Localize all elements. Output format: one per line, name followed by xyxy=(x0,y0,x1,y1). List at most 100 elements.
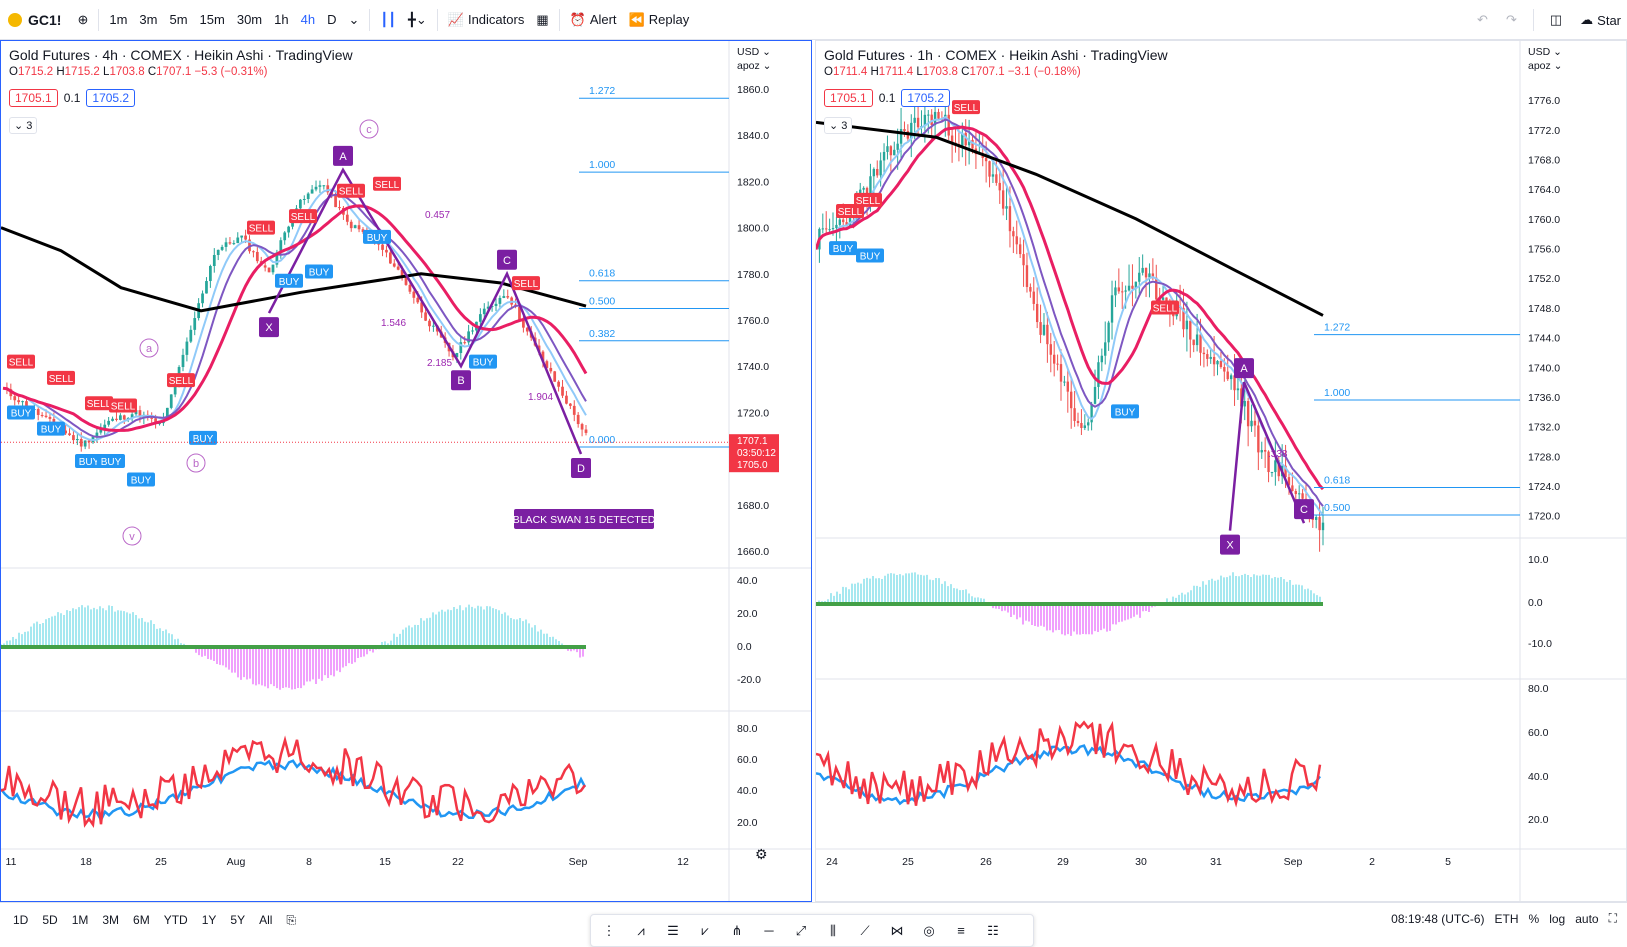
range-6m[interactable]: 6M xyxy=(133,913,150,927)
candle-body xyxy=(338,207,341,209)
log-toggle[interactable]: log xyxy=(1549,911,1566,926)
indicators-collapse-toggle[interactable]: ⌄ 3 xyxy=(824,117,853,134)
candle-body xyxy=(1063,381,1066,383)
gann-box-icon[interactable]: ⫼ xyxy=(830,922,836,938)
candle-body xyxy=(189,329,193,342)
candle-style-icon[interactable]: ╋⌄ xyxy=(408,11,427,27)
xabcd-pattern-icon[interactable]: ⩘ xyxy=(637,922,645,938)
candle-body xyxy=(1236,388,1240,391)
wave-circle xyxy=(139,338,159,358)
ohlc-values: O1711.4 H1711.4 L1703.8 C1707.1 −3.1 (−0… xyxy=(824,66,1081,78)
alert-button[interactable]: ⏰ Alert xyxy=(564,8,623,32)
pitchfork-icon[interactable]: ⋔ xyxy=(731,922,743,938)
interval-d[interactable]: D xyxy=(327,12,337,27)
range-1d[interactable]: 1D xyxy=(13,913,29,927)
settings-lines-icon[interactable]: ☷ xyxy=(987,922,999,938)
replay-button[interactable]: ⏪ Replay xyxy=(623,8,696,32)
range-1y[interactable]: 1Y xyxy=(201,913,217,927)
ohlc-values: O1715.2 H1715.2 L1703.8 C1707.1 −5.3 (−0… xyxy=(9,66,268,78)
range-ytd[interactable]: YTD xyxy=(163,913,188,927)
chart-pane-right[interactable]: USD ⌄ apoz ⌄ 1776.0 1772.0 1768.0 1764.0 1760.… xyxy=(815,40,1627,902)
path-icon[interactable]: ⤢ xyxy=(795,922,807,938)
symbol-search[interactable]: GC1! xyxy=(0,12,71,28)
candle-body xyxy=(1155,277,1158,300)
interval-4h[interactable]: 4h xyxy=(300,12,316,27)
fib-spiral-icon[interactable]: ◎ xyxy=(923,922,935,938)
abcd-pattern-icon[interactable]: ⩗ xyxy=(701,922,709,938)
candle-body xyxy=(455,353,459,358)
sell-bid-button[interactable]: 1705.1 xyxy=(824,89,873,107)
range-5y[interactable]: 5Y xyxy=(230,913,246,927)
candle-body xyxy=(1110,295,1114,323)
candle-body xyxy=(314,186,318,190)
settings-gear-icon: ⚙ xyxy=(755,846,768,862)
candle-body xyxy=(1121,291,1124,293)
candle-body xyxy=(420,302,424,313)
candle-body xyxy=(889,146,893,156)
buy-ask-button[interactable]: 1705.2 xyxy=(901,89,951,107)
candle-body xyxy=(882,151,886,161)
candle-body xyxy=(21,401,24,403)
candle-body xyxy=(310,189,314,194)
compare-plus-icon[interactable]: ⊕ xyxy=(77,11,89,27)
time-axis-label: 11 xyxy=(6,856,17,868)
layout-split-icon[interactable]: ◫ xyxy=(1549,12,1563,27)
drag-handle-icon[interactable]: ⋮ xyxy=(602,922,616,938)
buy-ask-button[interactable]: 1705.2 xyxy=(86,89,136,107)
sell-signal-label: SELL xyxy=(838,207,863,218)
interval-dropdown-chevron-icon[interactable]: ⌄ xyxy=(348,11,360,27)
candle-body xyxy=(835,224,838,229)
fib-retracement-icon[interactable]: ☰ xyxy=(667,922,679,938)
candle-body xyxy=(64,430,67,434)
templates-grid-icon[interactable]: ▦ xyxy=(536,11,549,27)
fullscreen-icon[interactable]: ⛶ xyxy=(1608,911,1617,925)
range-5d[interactable]: 5D xyxy=(42,913,58,927)
bar-style-icon[interactable]: ┃┃ xyxy=(380,11,397,27)
osc-tick-label: 10.0 xyxy=(1528,554,1549,566)
trend-line-icon[interactable]: ⟋ xyxy=(860,922,870,938)
chart-pane-left[interactable]: USD ⌄ apoz ⌄ 1860.0 1840.0 1820.0 1800.0 1780.… xyxy=(0,40,812,902)
candle-body xyxy=(486,306,490,309)
sell-bid-button[interactable]: 1705.1 xyxy=(9,89,58,107)
interval-5m[interactable]: 5m xyxy=(169,12,188,27)
candle-body xyxy=(899,129,903,144)
osc-tick-label: 20.0 xyxy=(1528,814,1549,826)
elliott-wave-icon[interactable]: ⋈ xyxy=(890,922,904,938)
interval-30m[interactable]: 30m xyxy=(236,12,263,27)
horizontal-ray-icon[interactable]: ─ xyxy=(764,922,774,938)
redo-icon[interactable]: ↷ xyxy=(1505,12,1517,27)
interval-1h[interactable]: 1h xyxy=(274,12,289,27)
buy-signal-label: BUY xyxy=(473,358,494,369)
buy-signal-label: BUY xyxy=(101,457,122,468)
range-all[interactable]: All xyxy=(259,913,273,927)
buy-signal-label: BUY xyxy=(309,268,330,279)
percent-toggle[interactable]: % xyxy=(1528,911,1540,926)
session-button[interactable]: ETH xyxy=(1494,911,1519,926)
ema-fast-line xyxy=(2,188,587,442)
interval-15m[interactable]: 15m xyxy=(199,12,225,27)
sell-signal-label: SELL xyxy=(856,196,881,207)
chart-canvas-left[interactable]: USD ⌄apoz ⌄1860.01840.01820.01800.01780.… xyxy=(1,41,812,902)
interval-3m[interactable]: 3m xyxy=(139,12,158,27)
chart-canvas-right[interactable]: USD ⌄ apoz ⌄ 1776.0 1772.0 1768.0 1764.0 1760.… xyxy=(816,41,1627,902)
harmonic-point-label: X xyxy=(1226,540,1234,552)
range-1m[interactable]: 1M xyxy=(71,913,89,927)
undo-icon[interactable]: ↶ xyxy=(1477,12,1488,27)
interval-1m[interactable]: 1m xyxy=(109,12,128,27)
indicators-collapse-toggle[interactable]: ⌄ 3 xyxy=(9,117,38,134)
divider xyxy=(369,8,371,31)
time-axis-label: Sep xyxy=(569,856,588,868)
sell-signal-label: SELL xyxy=(375,180,400,191)
cloud-save-button[interactable]: ☁ Star xyxy=(1574,8,1627,32)
auto-toggle[interactable]: auto xyxy=(1575,911,1599,926)
range-3m[interactable]: 3M xyxy=(102,913,120,927)
buy-signal-label: BUY xyxy=(41,425,62,436)
buy-signal-label: BUY xyxy=(367,233,388,244)
fib-level-label: 0.382 xyxy=(589,328,615,340)
price-tick-label: 1752.0 xyxy=(1528,273,1560,285)
goto-date-icon[interactable]: ⎘ xyxy=(286,913,297,927)
ma-red-line xyxy=(2,204,588,433)
candle-body xyxy=(345,214,349,222)
indicators-button[interactable]: 📈 Indicators xyxy=(442,8,531,32)
fib-channel-icon[interactable]: ≡ xyxy=(957,922,965,938)
